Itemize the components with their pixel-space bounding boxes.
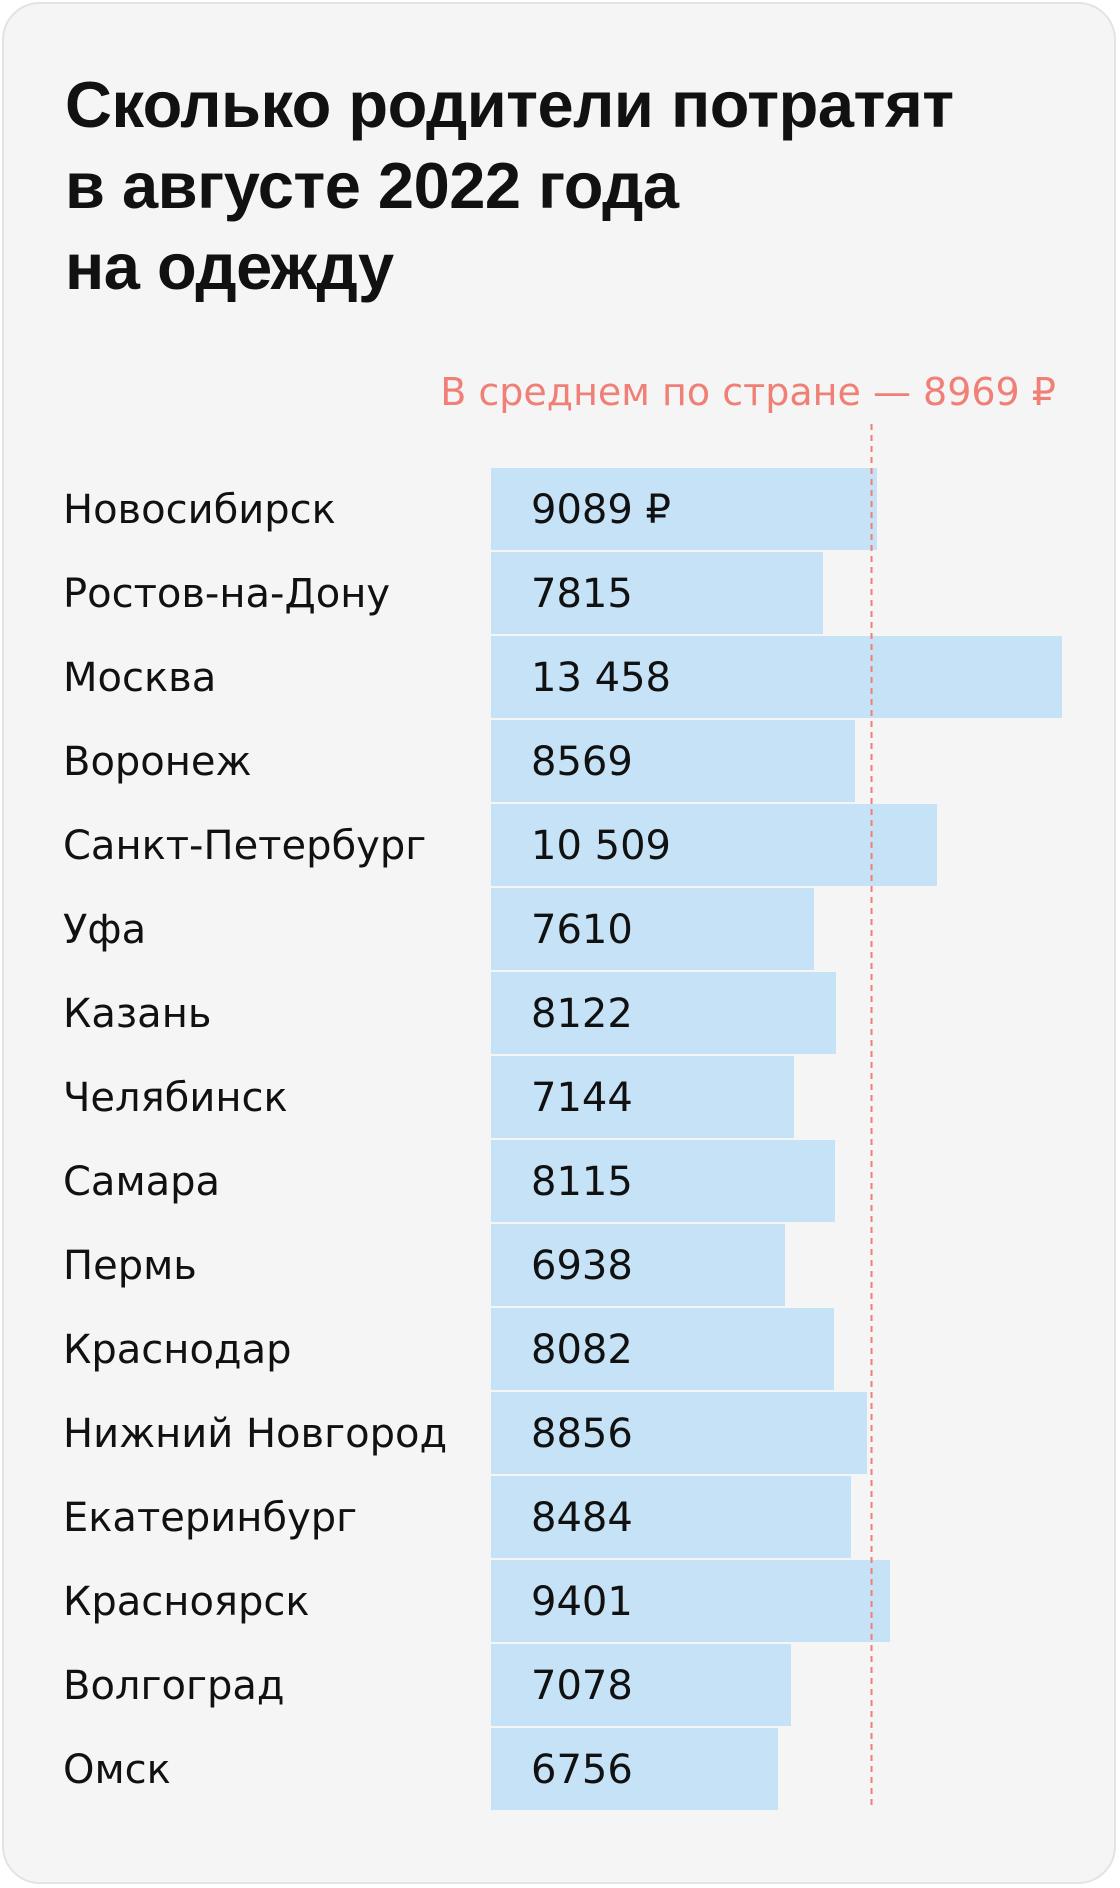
chart-title: Сколько родители потратят в августе 2022… <box>65 68 954 303</box>
category-label: Пермь <box>63 1243 197 1289</box>
value-label: 6756 <box>531 1747 633 1793</box>
bar-6 <box>491 888 814 970</box>
average-label: В среднем по стране — 8969 ₽ <box>440 370 1056 414</box>
bar-4 <box>491 720 855 802</box>
category-label: Екатеринбург <box>63 1495 357 1541</box>
category-label: Воронеж <box>63 739 252 785</box>
value-label: 10 509 <box>531 823 671 869</box>
category-label: Санкт-Петербург <box>63 823 426 869</box>
bar-9 <box>491 1140 835 1222</box>
category-label: Красноярск <box>63 1579 310 1625</box>
category-label: Ростов-на-Дону <box>63 571 390 617</box>
value-label: 7610 <box>531 907 633 953</box>
category-label: Волгоград <box>63 1663 285 1709</box>
category-label: Самара <box>63 1159 220 1205</box>
bar-13 <box>491 1476 851 1558</box>
category-label: Москва <box>63 655 216 701</box>
bar-12 <box>491 1392 867 1474</box>
bar-11 <box>491 1308 834 1390</box>
value-label: 7144 <box>531 1075 633 1121</box>
value-label: 8082 <box>531 1327 633 1373</box>
category-label: Новосибирск <box>63 487 336 533</box>
category-label: Нижний Новгород <box>63 1411 447 1457</box>
bar-1 <box>491 468 877 550</box>
value-label: 9401 <box>531 1579 633 1625</box>
bar-chart: Новосибирск 9089 ₽ Ростов-на-Дону 7815 Москв… <box>63 424 1062 1810</box>
value-label: 8484 <box>531 1495 633 1541</box>
bar-15 <box>491 1644 791 1726</box>
value-label: 7815 <box>531 571 633 617</box>
value-label: 13 458 <box>531 655 671 701</box>
bar-3 <box>491 636 1062 718</box>
value-label: 7078 <box>531 1663 633 1709</box>
bar-16 <box>491 1728 778 1810</box>
category-label: Казань <box>63 991 211 1037</box>
category-label: Челябинск <box>63 1075 288 1121</box>
category-label: Уфа <box>63 907 146 953</box>
category-label: Омск <box>63 1747 171 1793</box>
bar-8 <box>491 1056 794 1138</box>
bar-7 <box>491 972 836 1054</box>
bar-5 <box>491 804 937 886</box>
value-label: 9089 ₽ <box>531 487 671 533</box>
value-label: 8569 <box>531 739 633 785</box>
bar-10 <box>491 1224 785 1306</box>
value-label: 6938 <box>531 1243 633 1289</box>
value-label: 8122 <box>531 991 633 1037</box>
value-label: 8856 <box>531 1411 633 1457</box>
category-label: Краснодар <box>63 1327 291 1373</box>
value-label: 8115 <box>531 1159 633 1205</box>
bar-14 <box>491 1560 890 1642</box>
bar-2 <box>491 552 823 634</box>
